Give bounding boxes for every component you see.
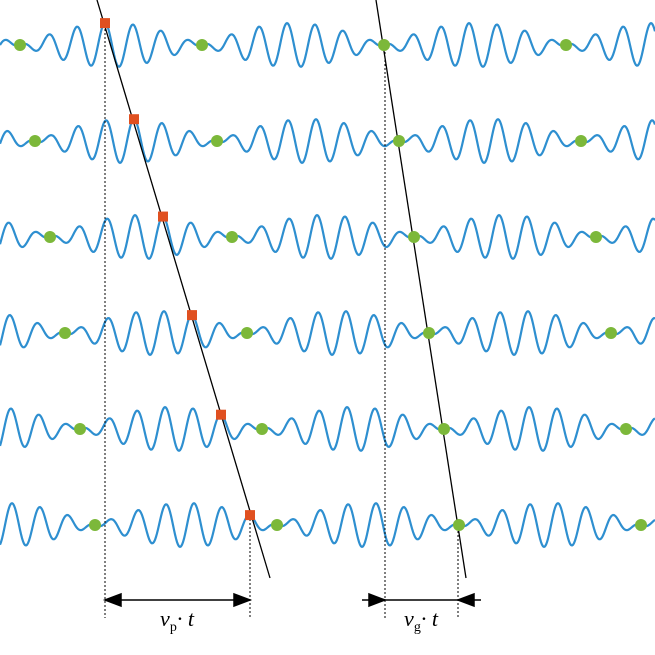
- suffix: · t: [421, 606, 439, 631]
- markers: [14, 18, 647, 531]
- group-marker: [14, 39, 26, 51]
- group-marker: [74, 423, 86, 435]
- group-marker: [423, 327, 435, 339]
- group-marker: [453, 519, 465, 531]
- group-marker: [590, 231, 602, 243]
- group-marker: [378, 39, 390, 51]
- arrowhead: [233, 592, 253, 608]
- phase-marker: [129, 114, 139, 125]
- dimensions: [102, 592, 481, 608]
- group-marker: [59, 327, 71, 339]
- group-marker: [575, 135, 587, 147]
- phase-marker: [187, 310, 197, 321]
- phase-marker: [245, 510, 255, 521]
- phase-marker: [216, 409, 226, 420]
- group-marker: [29, 135, 41, 147]
- phase-marker: [158, 211, 168, 222]
- wave: [0, 21, 655, 69]
- arrowhead: [102, 592, 122, 608]
- symbol: v: [404, 606, 414, 631]
- subscript: p: [170, 620, 177, 635]
- arrowhead: [368, 592, 388, 608]
- wave: [0, 501, 655, 549]
- subscript: g: [414, 620, 421, 635]
- suffix: · t: [177, 606, 195, 631]
- wave: [0, 405, 655, 453]
- phase-label: vp· t: [160, 606, 195, 635]
- symbol: v: [160, 606, 170, 631]
- group-marker: [620, 423, 632, 435]
- group-marker: [241, 327, 253, 339]
- group-marker: [560, 39, 572, 51]
- waves: [0, 21, 655, 549]
- wave: [0, 213, 655, 261]
- group-marker: [89, 519, 101, 531]
- group-marker: [256, 423, 268, 435]
- group-label: vg· t: [404, 606, 439, 635]
- group-marker: [44, 231, 56, 243]
- phase-marker: [100, 18, 110, 29]
- phase-line: [96, 0, 271, 579]
- group-marker: [393, 135, 405, 147]
- group-marker: [635, 519, 647, 531]
- group-marker: [196, 39, 208, 51]
- wave: [0, 117, 655, 165]
- group-marker: [271, 519, 283, 531]
- group-marker: [408, 231, 420, 243]
- group-marker: [605, 327, 617, 339]
- arrowhead: [455, 592, 475, 608]
- group-marker: [438, 423, 450, 435]
- group-line: [375, 0, 467, 579]
- guides: [104, 25, 459, 618]
- group-marker: [226, 231, 238, 243]
- group-marker: [211, 135, 223, 147]
- wave: [0, 309, 655, 357]
